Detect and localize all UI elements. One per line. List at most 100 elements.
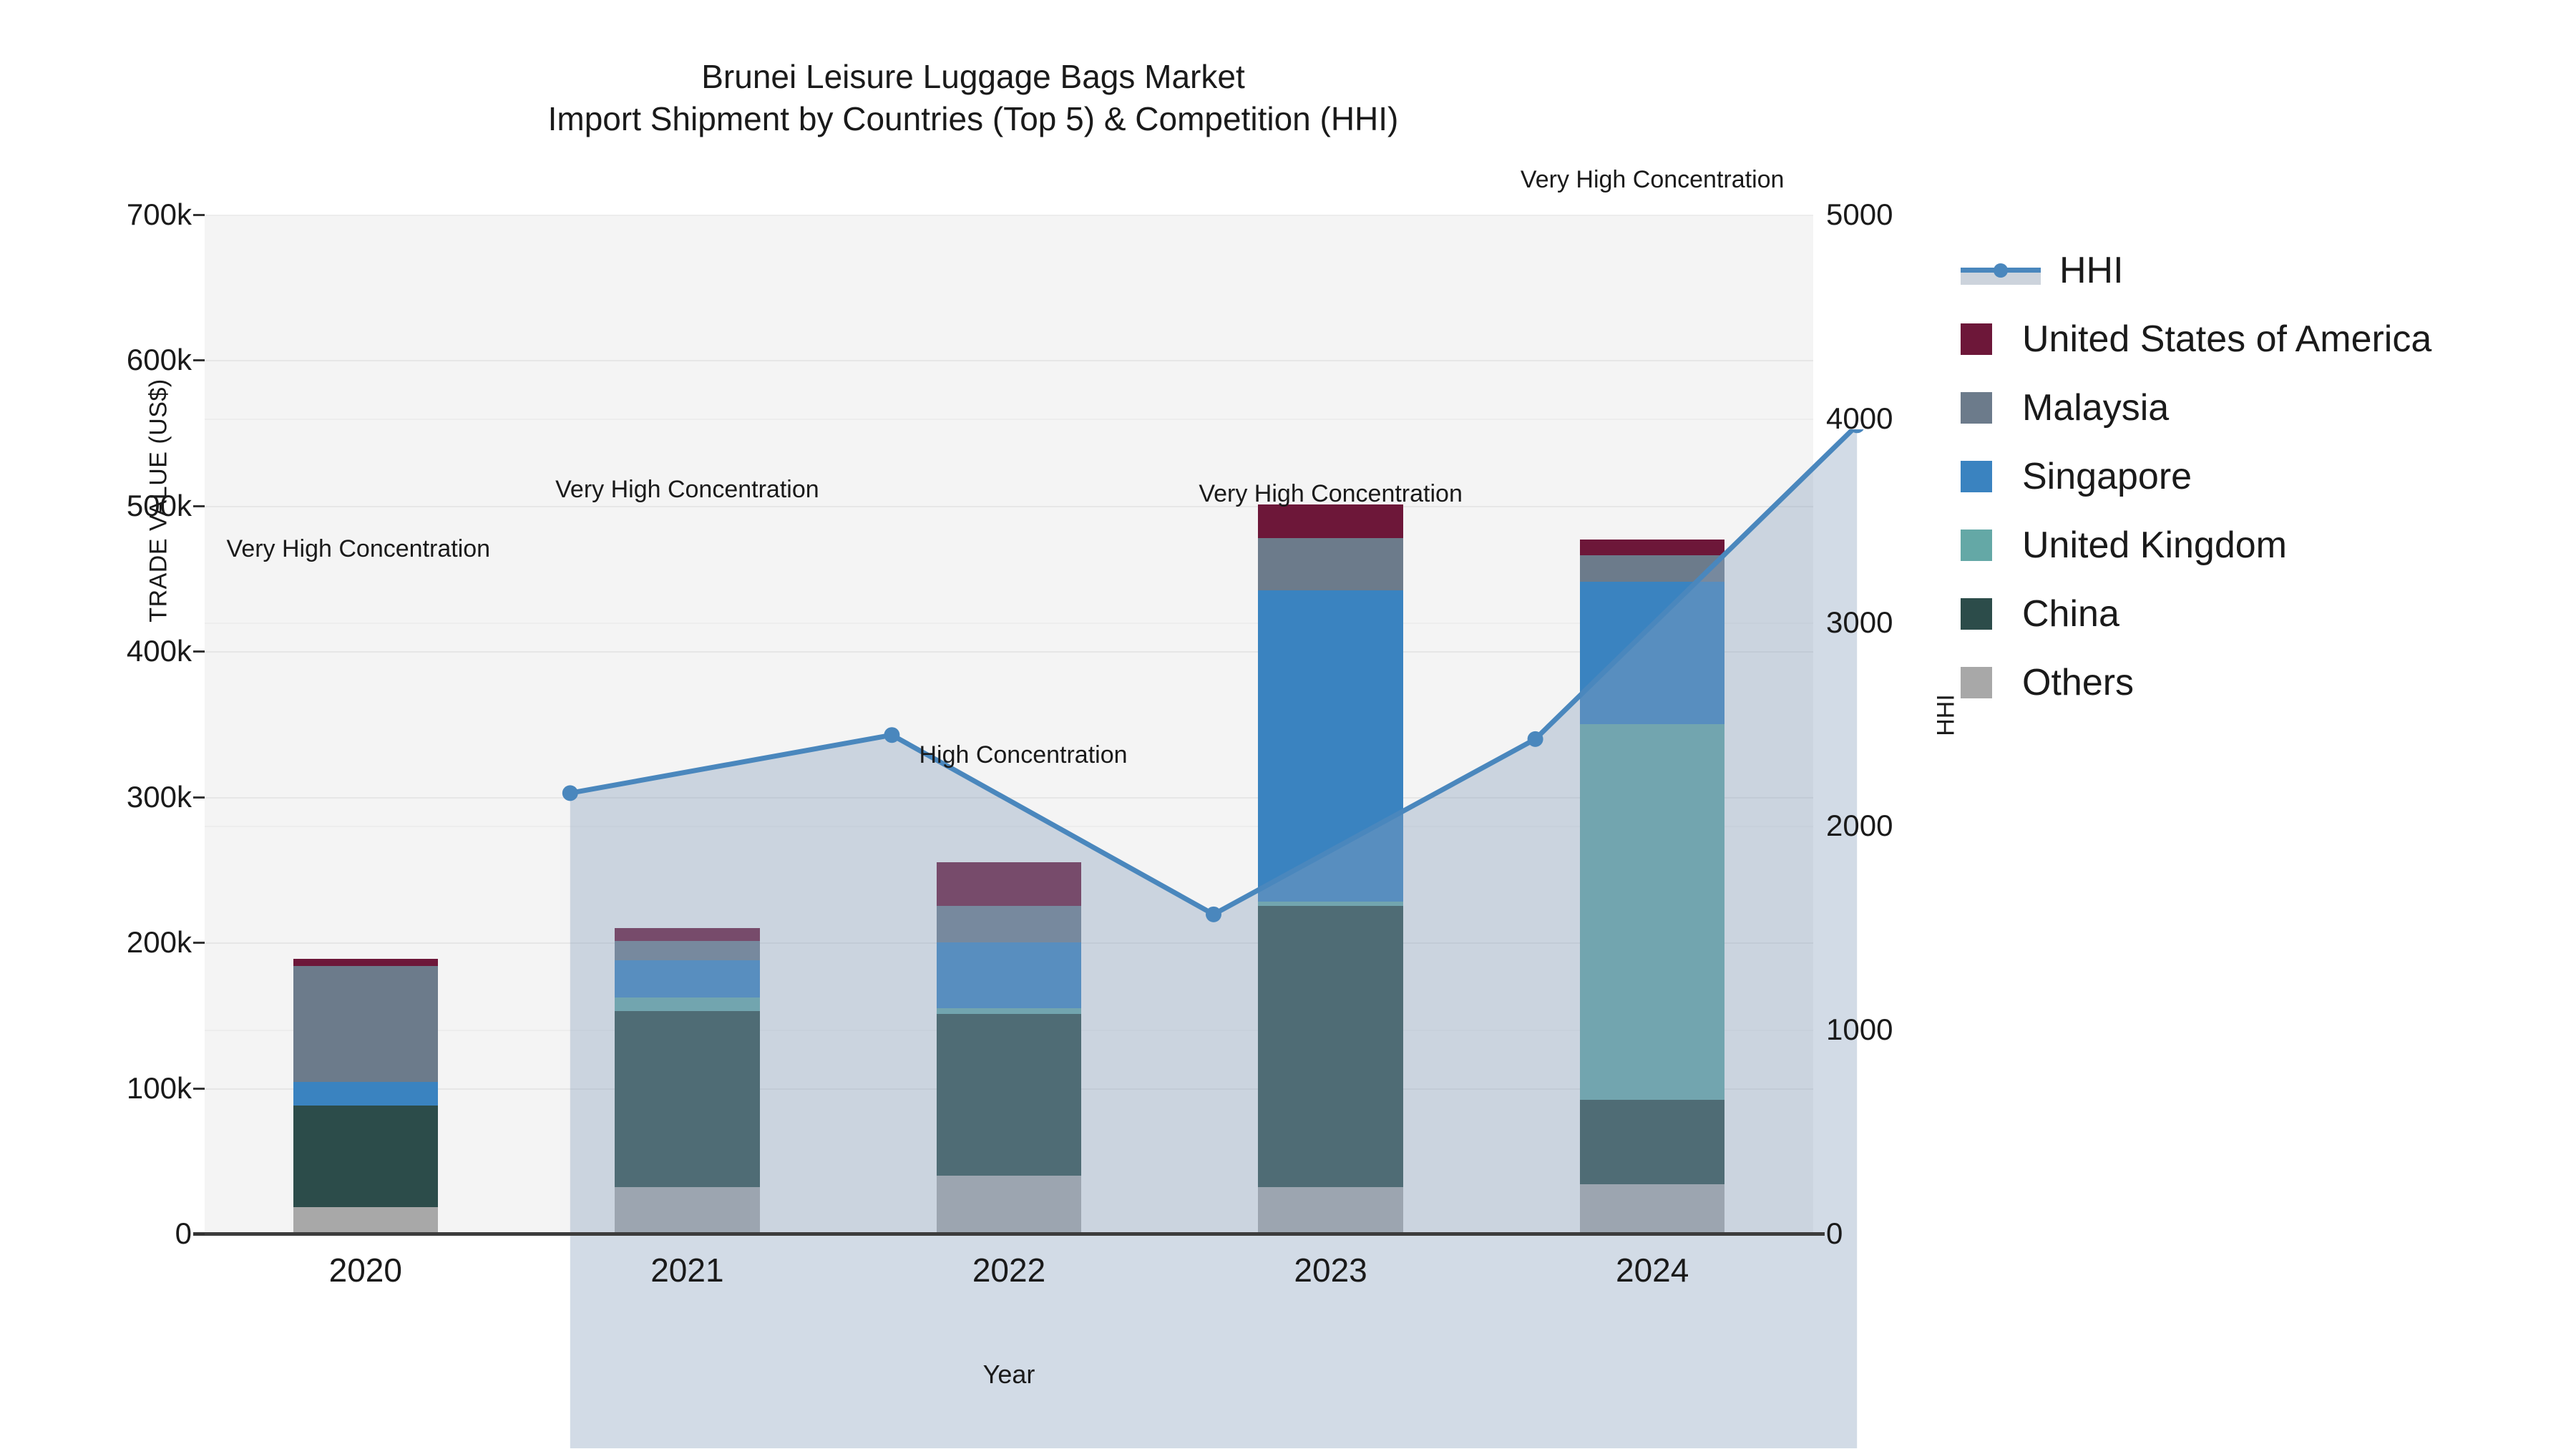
y-axis-left-label: TRADE VALUE (US$)	[145, 379, 172, 623]
legend-label: United States of America	[2022, 318, 2432, 360]
bar-segment-singapore[interactable]	[615, 960, 760, 998]
tick-mark	[193, 942, 205, 945]
x-axis-tick-2021: 2021	[650, 1252, 724, 1289]
legend-swatch-icon	[1961, 667, 1992, 698]
hhi-annotation-2021: Very High Concentration	[555, 476, 819, 504]
bar-segment-others[interactable]	[936, 1175, 1082, 1234]
title-line-2: Import Shipment by Countries (Top 5) & C…	[547, 99, 1399, 137]
tick-mark	[193, 359, 205, 362]
gridline	[205, 622, 1813, 624]
legend-item-hhi[interactable]: HHI	[1961, 236, 2431, 305]
title-line-1: Brunei Leisure Luggage Bags Market	[701, 58, 1245, 95]
legend-swatch-icon	[1961, 323, 1992, 355]
bar-segment-others[interactable]	[293, 1207, 438, 1234]
bar-segment-united-states-of-america[interactable]	[1580, 539, 1725, 556]
gridline	[205, 826, 1813, 828]
gridline	[205, 651, 1813, 653]
hhi-marker-2020[interactable]	[562, 785, 578, 801]
bar-segment-united-states-of-america[interactable]	[615, 927, 760, 942]
bar-segment-china[interactable]	[293, 1106, 438, 1208]
chart-legend: HHI United States of America Malaysia Singa…	[1961, 236, 2431, 717]
x-axis-line	[193, 1232, 1825, 1236]
bar-segment-united-states-of-america[interactable]	[936, 862, 1082, 907]
bar-segment-singapore[interactable]	[936, 942, 1082, 1008]
bar-2020[interactable]	[293, 215, 438, 1234]
legend-swatch-icon	[1961, 461, 1992, 492]
bar-segment-malaysia[interactable]	[293, 965, 438, 1083]
legend-item-malaysia[interactable]: Malaysia	[1961, 374, 2431, 442]
y-axis-left-tick-label: 200k	[126, 925, 192, 960]
bar-segment-singapore[interactable]	[1580, 581, 1725, 724]
legend-label: HHI	[2059, 250, 2124, 291]
y-axis-right-tick-label: 3000	[1826, 605, 1893, 639]
plot-area	[205, 215, 1864, 1448]
tick-mark	[193, 796, 205, 799]
hhi-marker-2021[interactable]	[884, 727, 900, 743]
bar-segment-china[interactable]	[1258, 906, 1403, 1187]
bar-segment-united-kingdom[interactable]	[615, 997, 760, 1011]
bar-segment-others[interactable]	[1258, 1186, 1403, 1234]
hhi-annotation-2022: High Concentration	[919, 741, 1128, 769]
legend-item-united-kingdom[interactable]: United Kingdom	[1961, 511, 2431, 580]
y-axis-right-tick-label: 0	[1826, 1216, 1843, 1250]
x-axis-tick-2024: 2024	[1616, 1252, 1689, 1289]
chart-title: Brunei Leisure Luggage Bags Market Impor…	[0, 56, 1946, 140]
legend-line-icon	[1961, 255, 2041, 286]
bar-2024[interactable]	[1580, 215, 1725, 1234]
y-axis-left-tick-label: 0	[175, 1216, 192, 1250]
bar-segment-singapore[interactable]	[293, 1082, 438, 1106]
x-axis-tick-2022: 2022	[972, 1252, 1046, 1289]
x-axis-label: Year	[982, 1360, 1035, 1389]
gridline	[205, 418, 1813, 420]
hhi-area-fill	[570, 429, 1858, 1448]
bar-segment-united-kingdom[interactable]	[1258, 902, 1403, 907]
x-axis-tick-2023: 2023	[1294, 1252, 1367, 1289]
bar-segment-malaysia[interactable]	[1258, 537, 1403, 590]
legend-label: China	[2022, 593, 2119, 635]
legend-item-china[interactable]: China	[1961, 580, 2431, 648]
bar-2021[interactable]	[615, 215, 760, 1234]
y-axis-right-tick-label: 5000	[1826, 197, 1893, 231]
bar-segment-malaysia[interactable]	[615, 941, 760, 960]
legend-label: Singapore	[2022, 456, 2192, 497]
bar-segment-united-states-of-america[interactable]	[293, 958, 438, 966]
gridline	[205, 360, 1813, 362]
bar-segment-malaysia[interactable]	[936, 906, 1082, 943]
bar-segment-china[interactable]	[615, 1010, 760, 1187]
hhi-annotation-2020: Very High Concentration	[226, 535, 491, 563]
hhi-line-overlay	[562, 429, 1865, 1448]
bar-segment-united-kingdom[interactable]	[936, 1008, 1082, 1014]
bar-2023[interactable]	[1258, 215, 1403, 1234]
y-axis-right-label: HHI	[1932, 694, 1960, 736]
y-axis-left-tick-label: 300k	[126, 779, 192, 814]
tick-mark	[193, 1087, 205, 1090]
bar-segment-others[interactable]	[615, 1186, 760, 1234]
bar-segment-united-states-of-america[interactable]	[1258, 504, 1403, 538]
legend-swatch-icon	[1961, 392, 1992, 424]
y-axis-right-tick-label: 2000	[1826, 809, 1893, 843]
bar-2022[interactable]	[936, 215, 1082, 1234]
y-axis-right-tick-label: 1000	[1826, 1013, 1893, 1047]
legend-label: Others	[2022, 662, 2135, 703]
bar-segment-china[interactable]	[1580, 1099, 1725, 1184]
bar-segment-others[interactable]	[1580, 1184, 1725, 1234]
legend-label: Malaysia	[2022, 387, 2170, 429]
legend-item-singapore[interactable]: Singapore	[1961, 442, 2431, 511]
legend-item-united-states-of-america[interactable]: United States of America	[1961, 305, 2431, 374]
y-axis-left-tick-label: 500k	[126, 488, 192, 522]
hhi-marker-2024[interactable]	[1849, 429, 1865, 434]
tick-mark	[193, 504, 205, 507]
gridline	[205, 505, 1813, 507]
hhi-marker-2022[interactable]	[1206, 906, 1221, 922]
y-axis-left-tick-label: 600k	[126, 343, 192, 377]
bar-segment-united-kingdom[interactable]	[1580, 724, 1725, 1100]
x-axis-tick-2020: 2020	[328, 1252, 402, 1289]
y-axis-left-tick-label: 400k	[126, 634, 192, 668]
hhi-annotation-2024: Very High Concentration	[1520, 166, 1785, 194]
hhi-marker-2023[interactable]	[1527, 731, 1543, 747]
y-axis-right-tick-label: 4000	[1826, 401, 1893, 435]
legend-swatch-icon	[1961, 530, 1992, 561]
legend-item-others[interactable]: Others	[1961, 648, 2431, 717]
bar-segment-china[interactable]	[936, 1013, 1082, 1176]
